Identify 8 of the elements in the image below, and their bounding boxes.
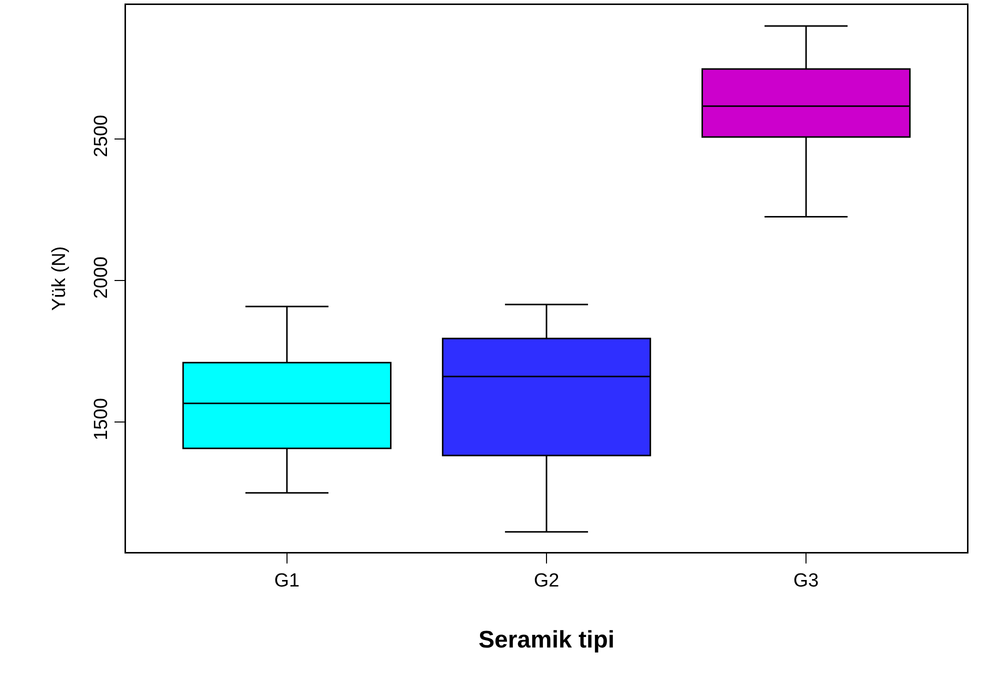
x-tick-label: G2: [534, 570, 560, 592]
x-tick-label: G3: [793, 570, 819, 592]
y-tick-label: 1500: [90, 398, 112, 440]
y-tick-label: 2000: [90, 256, 112, 299]
x-axis-title: Seramik tipi: [478, 626, 615, 654]
y-axis-title: Yük (N): [49, 246, 70, 311]
y-tick-label: 2500: [90, 114, 112, 158]
x-tick-label: G1: [274, 570, 300, 592]
